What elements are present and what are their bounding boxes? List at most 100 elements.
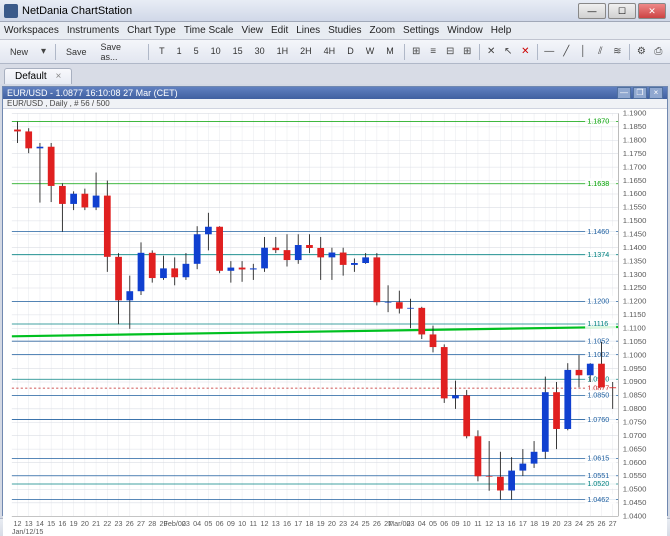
minimize-button[interactable]: —	[578, 3, 606, 19]
timeframe-30[interactable]: 30	[249, 43, 271, 59]
timeframe-1[interactable]: 1	[171, 43, 188, 59]
menu-chart-type[interactable]: Chart Type	[127, 25, 176, 36]
timeframe-d[interactable]: D	[341, 43, 360, 59]
timeframe-m[interactable]: M	[380, 43, 400, 59]
chart-line-icon[interactable]: ≡	[426, 44, 441, 60]
chart-window: EUR/USD - 1.0877 16:10:08 27 Mar (CET) —…	[2, 86, 668, 516]
close-button[interactable]: ✕	[638, 3, 666, 19]
chart-restore-button[interactable]: ❐	[633, 87, 647, 99]
svg-text:04: 04	[193, 519, 201, 528]
svg-text:11: 11	[474, 519, 481, 528]
timeframe-2h[interactable]: 2H	[294, 43, 318, 59]
pointer-icon[interactable]: ↖	[501, 44, 516, 60]
svg-text:1.1200: 1.1200	[623, 297, 647, 306]
svg-text:09: 09	[451, 519, 459, 528]
menu-settings[interactable]: Settings	[403, 25, 439, 36]
tab-close-icon[interactable]: ×	[55, 71, 61, 82]
svg-text:1.1002: 1.1002	[587, 350, 609, 359]
menu-studies[interactable]: Studies	[328, 25, 361, 36]
svg-text:06: 06	[440, 519, 448, 528]
timeframe-10[interactable]: 10	[205, 43, 227, 59]
menu-workspaces[interactable]: Workspaces	[4, 25, 59, 36]
menu-zoom[interactable]: Zoom	[369, 25, 395, 36]
app-icon	[4, 4, 18, 18]
menu-lines[interactable]: Lines	[296, 25, 320, 36]
tab-label: Default	[15, 71, 47, 82]
chart-bar-icon[interactable]: ⊟	[443, 44, 458, 60]
chart-title: EUR/USD - 1.0877 16:10:08 27 Mar (CET)	[7, 88, 178, 98]
timeframe-t[interactable]: T	[153, 43, 171, 59]
save-button[interactable]: Save	[60, 44, 93, 60]
menu-instruments[interactable]: Instruments	[67, 25, 119, 36]
chart-info-bar: EUR/USD , Daily , # 56 / 500	[3, 99, 667, 109]
vline-icon[interactable]: │	[576, 44, 591, 60]
svg-text:12: 12	[261, 519, 269, 528]
chevron-down-icon[interactable]: ▾	[36, 44, 51, 60]
menu-time-scale[interactable]: Time Scale	[184, 25, 234, 36]
channel-icon[interactable]: ⫽	[593, 44, 608, 60]
timeframe-w[interactable]: W	[360, 43, 381, 59]
menu-help[interactable]: Help	[491, 25, 512, 36]
new-button[interactable]: New	[4, 44, 34, 60]
svg-text:09: 09	[227, 519, 235, 528]
svg-text:1.0950: 1.0950	[623, 364, 647, 373]
svg-text:1.0462: 1.0462	[587, 495, 609, 504]
chart-plot-area[interactable]: 1.04001.04501.05001.05501.06001.06501.07…	[3, 109, 667, 536]
chart-close-button[interactable]: ×	[649, 87, 663, 99]
chart-minimize-button[interactable]: —	[617, 87, 631, 99]
svg-text:16: 16	[283, 519, 291, 528]
svg-text:1.1638: 1.1638	[587, 179, 609, 188]
svg-text:1.1870: 1.1870	[587, 117, 609, 126]
svg-text:25: 25	[362, 519, 370, 528]
svg-text:19: 19	[70, 519, 78, 528]
svg-text:05: 05	[204, 519, 212, 528]
svg-text:26: 26	[373, 519, 381, 528]
svg-text:1.0520: 1.0520	[587, 479, 609, 488]
svg-text:1.1300: 1.1300	[623, 270, 647, 279]
saveas-button[interactable]: Save as...	[95, 39, 145, 65]
timeframe-4h[interactable]: 4H	[318, 43, 342, 59]
svg-text:1.1350: 1.1350	[623, 256, 647, 265]
crosshair-icon[interactable]: ✕	[484, 44, 499, 60]
menu-view[interactable]: View	[241, 25, 263, 36]
svg-text:1.1700: 1.1700	[623, 162, 647, 171]
svg-text:25: 25	[586, 519, 594, 528]
svg-text:23: 23	[564, 519, 572, 528]
timeframe-5[interactable]: 5	[188, 43, 205, 59]
svg-text:1.1500: 1.1500	[623, 216, 647, 225]
menu-edit[interactable]: Edit	[271, 25, 288, 36]
svg-text:1.0850: 1.0850	[623, 391, 647, 400]
svg-text:1.1100: 1.1100	[623, 323, 646, 332]
chart-candle-icon[interactable]: ⊞	[409, 44, 424, 60]
settings-icon[interactable]: ⚙	[634, 44, 649, 60]
timeframe-1h[interactable]: 1H	[271, 43, 295, 59]
svg-text:1.1800: 1.1800	[623, 135, 647, 144]
svg-text:18: 18	[530, 519, 538, 528]
menu-window[interactable]: Window	[447, 25, 483, 36]
maximize-button[interactable]: ☐	[608, 3, 636, 19]
trendline-icon[interactable]: ╱	[559, 44, 574, 60]
svg-text:20: 20	[553, 519, 561, 528]
svg-text:17: 17	[294, 519, 302, 528]
svg-text:13: 13	[496, 519, 504, 528]
svg-text:1.1250: 1.1250	[623, 283, 647, 292]
svg-text:15: 15	[47, 519, 55, 528]
svg-text:10: 10	[238, 519, 246, 528]
svg-text:19: 19	[317, 519, 325, 528]
svg-text:1.0750: 1.0750	[623, 417, 647, 426]
workspace-tab[interactable]: Default ×	[4, 68, 72, 84]
fib-icon[interactable]: ≋	[610, 44, 625, 60]
svg-text:1.1850: 1.1850	[623, 122, 647, 131]
svg-text:1.0450: 1.0450	[623, 498, 647, 507]
svg-text:11: 11	[250, 519, 257, 528]
hline-icon[interactable]: —	[542, 44, 557, 60]
svg-text:20: 20	[81, 519, 89, 528]
svg-text:1.0400: 1.0400	[623, 511, 647, 520]
delete-icon[interactable]: ✕	[518, 44, 533, 60]
print-icon[interactable]: ⎙	[651, 44, 666, 60]
svg-text:1.1900: 1.1900	[623, 109, 647, 118]
svg-text:1.0900: 1.0900	[623, 377, 647, 386]
timeframe-15[interactable]: 15	[227, 43, 249, 59]
app-titlebar: NetDania ChartStation — ☐ ✕	[0, 0, 670, 22]
grid-icon[interactable]: ⊞	[460, 44, 475, 60]
